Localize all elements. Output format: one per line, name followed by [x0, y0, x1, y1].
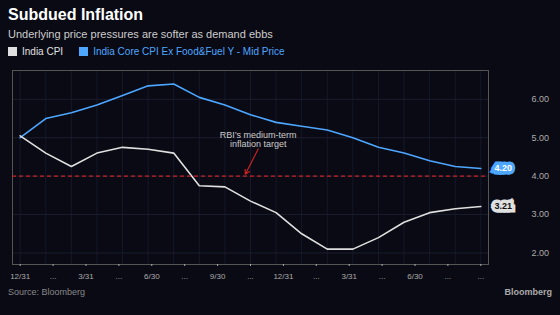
html-text:India CPI: India CPI — [22, 46, 64, 57]
html-text:Subdued Inflation: Subdued Inflation — [8, 6, 144, 23]
svg-text:...: ... — [50, 272, 57, 281]
html-text:India Core CPI Ex Food&Fuel Y: India Core CPI Ex Food&Fuel Y - Mid Pric… — [93, 46, 285, 57]
html-text:Underlying price pressures are: Underlying price pressures are softer as… — [8, 28, 273, 40]
svg-text:6/30: 6/30 — [407, 272, 423, 281]
svg-text:6.00: 6.00 — [532, 94, 550, 104]
svg-text:6/30: 6/30 — [144, 272, 160, 281]
svg-text:3/31: 3/31 — [341, 272, 357, 281]
svg-text:...: ... — [181, 272, 188, 281]
svg-text:...: ... — [445, 272, 452, 281]
svg-text:5.00: 5.00 — [532, 133, 550, 143]
svg-text:RBI’s medium-terminflation tar: RBI’s medium-terminflation target — [220, 130, 297, 149]
svg-text:12/31: 12/31 — [273, 272, 294, 281]
svg-text:3.21: 3.21 — [495, 201, 513, 211]
svg-text:...: ... — [313, 272, 320, 281]
html-text:Source: Bloomberg: Source: Bloomberg — [8, 287, 85, 297]
svg-text:3/31: 3/31 — [78, 272, 94, 281]
svg-text:4.00: 4.00 — [532, 171, 550, 181]
svg-text:9/30: 9/30 — [210, 272, 226, 281]
svg-text:...: ... — [116, 272, 123, 281]
svg-text:...: ... — [379, 272, 386, 281]
svg-text:...: ... — [477, 272, 484, 281]
svg-text:3.00: 3.00 — [532, 209, 550, 219]
svg-text:2.00: 2.00 — [532, 248, 550, 258]
svg-text:4.20: 4.20 — [495, 163, 513, 173]
svg-text:12/31: 12/31 — [10, 272, 31, 281]
svg-text:...: ... — [247, 272, 254, 281]
html-text:Bloomberg: Bloomberg — [504, 287, 552, 297]
